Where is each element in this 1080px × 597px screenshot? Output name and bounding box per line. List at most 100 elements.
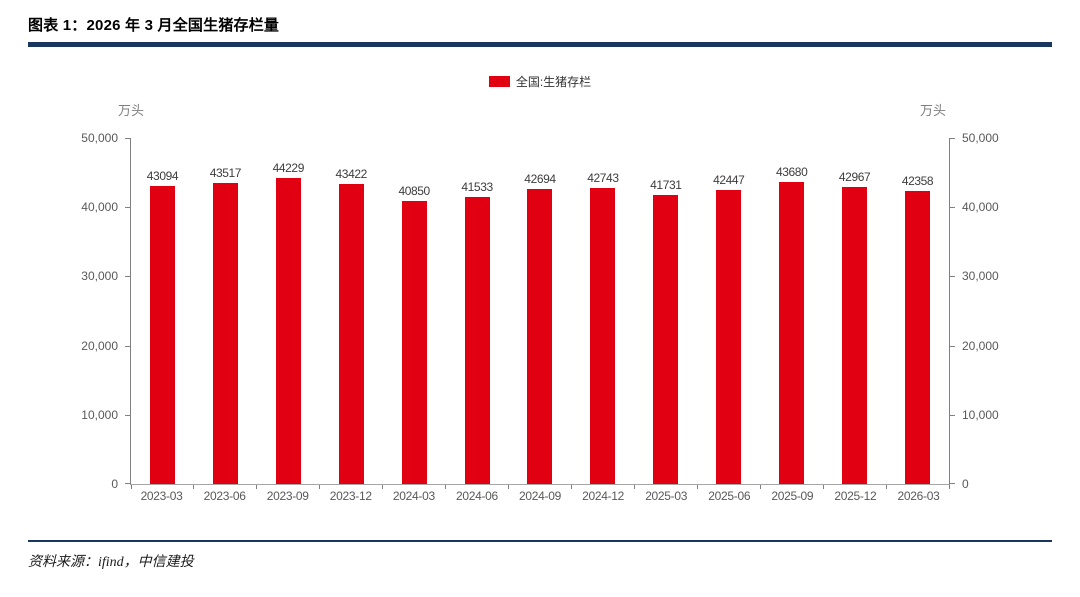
bar-slot: 44229 <box>257 138 320 484</box>
x-tick-label: 2026-03 <box>897 489 940 503</box>
x-tick-label: 2025-06 <box>708 489 751 503</box>
y-axis-right: 0 10,000 20,000 30,000 40,000 50,000 <box>950 131 1052 491</box>
bar-slot: 43517 <box>194 138 257 484</box>
y-tick-mark <box>125 345 130 347</box>
bar-value-label: 42743 <box>587 171 619 186</box>
x-tick-label: 2024-12 <box>582 489 625 503</box>
y-tick-mark <box>950 276 955 278</box>
bar-value-label: 43517 <box>209 165 242 180</box>
y-tick-mark <box>950 414 955 416</box>
x-tick-mark <box>633 485 635 489</box>
axis-units-row: 万头 万头 <box>28 100 1052 118</box>
legend-swatch-icon <box>488 76 510 87</box>
bar-slot: 42743 <box>571 138 634 484</box>
bar-value-label: 43422 <box>335 166 368 181</box>
bar-slot: 43422 <box>320 138 383 484</box>
x-tick-mark <box>445 485 447 489</box>
y-tick-mark <box>125 276 130 278</box>
x-tick-label: 2023-12 <box>329 489 372 503</box>
x-tick-mark <box>193 485 195 489</box>
chart-legend: 全国:生猪存栏 <box>0 75 1080 89</box>
y-tick-label: 30,000 <box>962 269 999 284</box>
x-tick-label: 2025-12 <box>834 489 877 503</box>
x-tick-label: 2024-03 <box>392 489 435 503</box>
bar-value-label: 43680 <box>775 164 808 179</box>
x-tick-label: 2025-03 <box>645 489 688 503</box>
bar-slot: 41533 <box>446 138 509 484</box>
y-tick-mark <box>125 414 130 416</box>
bar-value-label: 42694 <box>524 171 556 186</box>
x-tick-mark <box>885 485 887 489</box>
plot-area: 43094 43517 44229 43422 40850 41533 42694 42743… <box>130 138 950 489</box>
bar <box>464 196 490 484</box>
bar-slot: 42358 <box>886 138 949 484</box>
y-tick-label: 50,000 <box>962 131 999 145</box>
x-tick-label: 2023-03 <box>140 489 183 503</box>
right-axis-unit: 万头 <box>920 103 947 118</box>
legend-label: 全国:生猪存栏 <box>515 75 592 89</box>
y-tick-label: 0 <box>962 477 969 491</box>
x-tick-mark <box>822 485 824 489</box>
y-tick-mark <box>125 138 130 139</box>
bar <box>779 181 805 484</box>
x-tick-mark <box>256 485 258 489</box>
bar-value-label: 43094 <box>146 168 179 183</box>
bar <box>275 177 301 484</box>
y-tick-label: 20,000 <box>81 338 118 353</box>
bar <box>149 185 175 484</box>
y-tick-label: 30,000 <box>81 269 118 284</box>
y-tick-mark <box>125 483 130 484</box>
y-tick-label: 40,000 <box>81 200 118 215</box>
y-tick-label: 40,000 <box>962 200 999 215</box>
bar <box>338 183 364 484</box>
chart-footer: 资料来源：ifind，中信建投 <box>28 540 1052 571</box>
source-note: 资料来源：ifind，中信建投 <box>28 555 194 570</box>
x-tick-mark <box>508 485 510 489</box>
x-labels-track: 2023-03 2023-06 2023-09 2023-12 2024-03 2024-… <box>130 489 950 504</box>
chart-header: 图表 1：2026 年 3 月全国生猪存栏量 <box>28 0 1052 47</box>
page-title: 图表 1：2026 年 3 月全国生猪存栏量 <box>28 17 280 34</box>
x-tick-mark <box>130 485 132 489</box>
bar <box>527 188 553 484</box>
bar <box>653 195 679 484</box>
bar-value-label: 42967 <box>838 169 871 184</box>
bar-slot: 41731 <box>634 138 697 484</box>
bar-slot: 42967 <box>823 138 886 484</box>
x-tick-mark <box>319 485 321 489</box>
bar <box>590 188 616 484</box>
x-tick-mark <box>948 485 950 489</box>
bar-value-label: 42447 <box>713 173 745 188</box>
bar <box>212 182 238 484</box>
y-tick-label: 10,000 <box>962 407 999 422</box>
y-tick-mark <box>950 345 955 347</box>
y-tick-label: 50,000 <box>81 131 118 145</box>
bar <box>716 190 742 484</box>
bar <box>905 190 931 484</box>
y-tick-mark <box>125 207 130 209</box>
x-tick-label: 2023-09 <box>266 489 309 503</box>
bar <box>842 186 868 484</box>
bar-value-label: 44229 <box>272 160 305 175</box>
bar-slot: 42694 <box>509 138 572 484</box>
x-tick-mark <box>382 485 384 489</box>
x-tick-mark <box>570 485 572 489</box>
y-axis-left: 0 10,000 20,000 30,000 40,000 50,000 <box>28 131 130 491</box>
bar-slot: 42447 <box>697 138 760 484</box>
x-labels-row: 2023-03 2023-06 2023-09 2023-12 2024-03 2024-… <box>28 489 1052 504</box>
units-spacer <box>130 100 950 116</box>
bar-value-label: 41731 <box>650 178 682 193</box>
bar-value-label: 41533 <box>461 179 493 194</box>
x-tick-label: 2024-09 <box>519 489 561 503</box>
x-labels-left-spacer <box>28 489 130 504</box>
x-tick-mark <box>759 485 761 489</box>
y-tick-label: 0 <box>111 477 118 491</box>
x-labels-right-spacer <box>950 489 1052 504</box>
y-tick-label: 10,000 <box>81 407 118 422</box>
y-tick-mark <box>950 207 955 209</box>
bars-container: 43094 43517 44229 43422 40850 41533 42694 42743… <box>131 138 949 484</box>
y-tick-mark <box>950 138 955 139</box>
x-tick-label: 2023-06 <box>203 489 246 503</box>
left-axis-unit: 万头 <box>117 103 144 118</box>
y-tick-label: 20,000 <box>962 338 999 353</box>
